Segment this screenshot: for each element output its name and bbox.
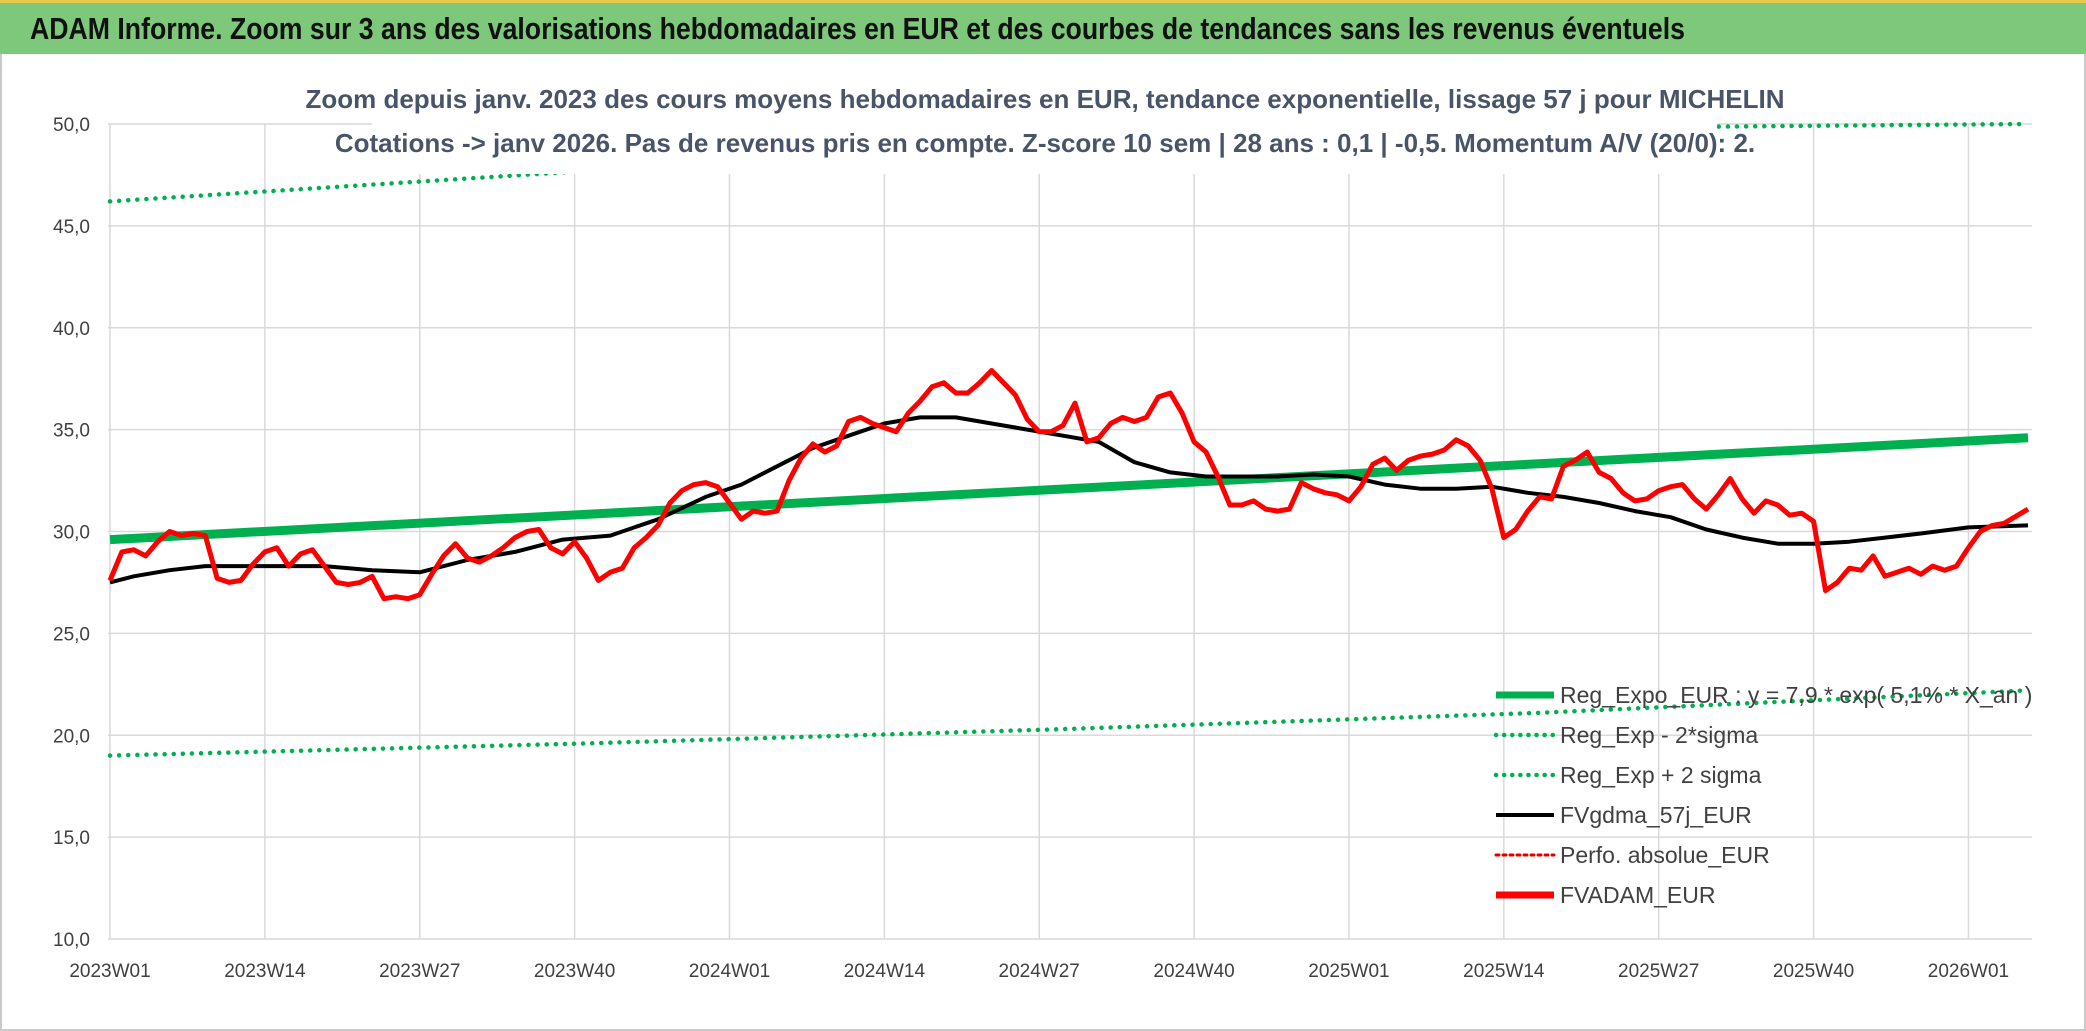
series-layer [107, 368, 2031, 758]
chart-frame: Zoom depuis janv. 2023 des cours moyens … [0, 54, 2086, 1031]
legend-label: Reg_Exp + 2 sigma [1560, 762, 1762, 788]
legend-label: Reg_Exp - 2*sigma [1560, 722, 1758, 748]
legend: Reg_Expo_EUR : y = 7,9 * exp( 5,1% * X_a… [1493, 682, 2032, 908]
x-tick-label: 2024W14 [844, 961, 926, 982]
report-banner: ADAM Informe. Zoom sur 3 ans des valoris… [0, 0, 2086, 54]
legend-label: FVgdma_57j_EUR [1560, 802, 1752, 828]
y-tick-label: 50,0 [53, 115, 90, 136]
x-axis-ticks: 2023W01 2023W14 2023W27 2023W40 2024W01 2024W… [69, 961, 2009, 982]
legend-label: FVADAM_EUR [1560, 882, 1716, 908]
chart-title-line-1: Zoom depuis janv. 2023 des cours moyens … [305, 84, 1784, 114]
y-tick-label: 30,0 [53, 523, 90, 544]
x-tick-label: 2025W01 [1308, 961, 1389, 982]
y-tick-label: 20,0 [53, 726, 90, 747]
series-line-5 [107, 368, 2030, 602]
y-tick-label: 45,0 [53, 217, 90, 238]
trend-chart: Zoom depuis janv. 2023 des cours moyens … [53, 76, 2032, 982]
series-line-1 [107, 688, 2031, 758]
x-tick-label: 2025W40 [1773, 961, 1854, 982]
x-tick-label: 2026W01 [1928, 961, 2009, 982]
x-tick-label: 2023W01 [69, 961, 150, 982]
x-tick-label: 2023W27 [379, 961, 460, 982]
y-tick-label: 25,0 [53, 624, 90, 645]
x-tick-label: 2025W27 [1618, 961, 1699, 982]
chart-title-background [372, 76, 1717, 174]
y-tick-label: 35,0 [53, 421, 90, 442]
chart-title-line-2: Cotations -> janv 2026. Pas de revenus p… [335, 128, 1755, 158]
x-tick-label: 2024W40 [1153, 961, 1234, 982]
y-tick-label: 40,0 [53, 319, 90, 340]
y-axis-ticks: 10,0 15,0 20,0 25,0 30,0 35,0 40,0 45,0 50,0 [53, 115, 90, 951]
x-tick-label: 2023W40 [534, 961, 615, 982]
x-tick-label: 2024W01 [689, 961, 770, 982]
x-tick-label: 2023W14 [224, 961, 306, 982]
x-tick-label: 2024W27 [999, 961, 1080, 982]
x-tick-label: 2025W14 [1463, 961, 1545, 982]
y-tick-label: 10,0 [53, 930, 90, 951]
legend-label: Perfo. absolue_EUR [1560, 842, 1770, 868]
chart-title: Zoom depuis janv. 2023 des cours moyens … [305, 76, 1785, 174]
series-line-0 [109, 433, 2029, 545]
y-tick-label: 15,0 [53, 828, 90, 849]
report-title: ADAM Informe. Zoom sur 3 ans des valoris… [30, 11, 1685, 46]
legend-label: Reg_Expo_EUR : y = 7,9 * exp( 5,1% * X_a… [1560, 682, 2032, 708]
